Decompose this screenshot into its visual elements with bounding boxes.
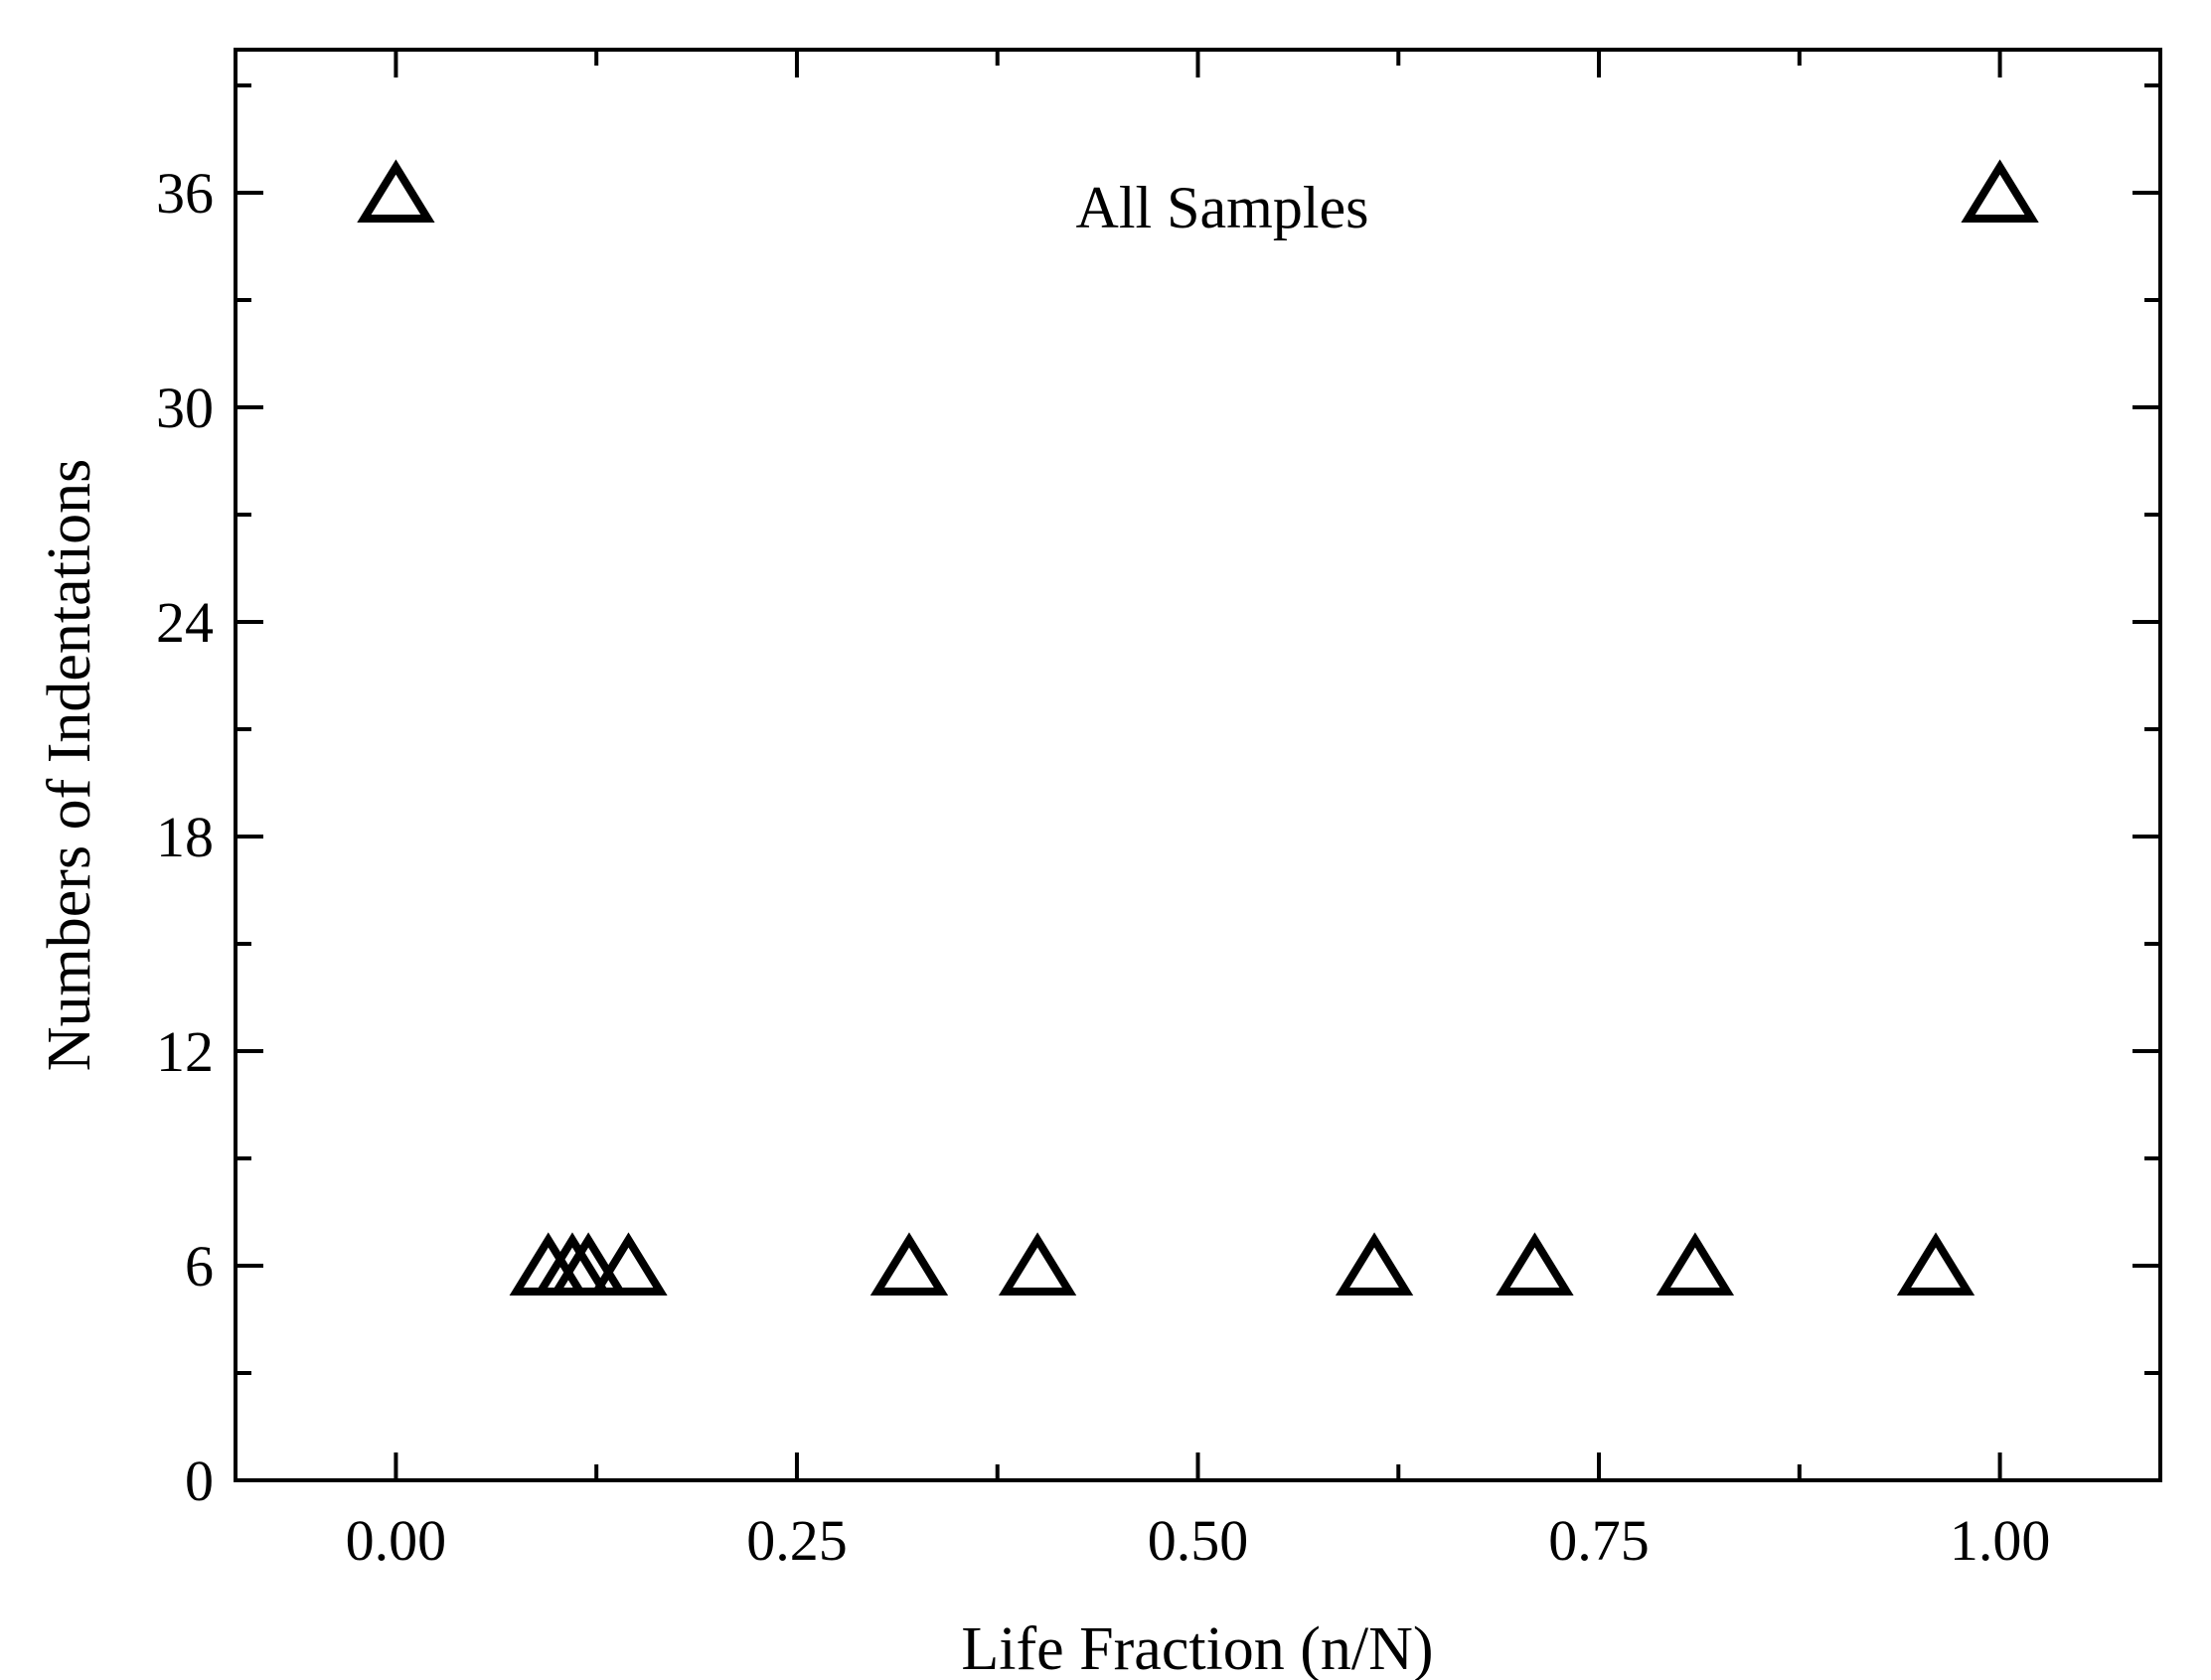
triangle-marker bbox=[549, 1232, 628, 1296]
y-axis-label: Numbers of Indentations bbox=[36, 459, 103, 1071]
triangle-marker bbox=[1656, 1232, 1735, 1296]
y-tick-label: 36 bbox=[156, 161, 214, 226]
triangle-marker bbox=[589, 1232, 668, 1296]
y-tick-label: 12 bbox=[156, 1019, 214, 1084]
y-tick-label: 6 bbox=[185, 1234, 214, 1298]
y-tick-label: 30 bbox=[156, 376, 214, 440]
y-tick-labels: 0 6 12 18 24 30 36 bbox=[156, 161, 214, 1513]
x-tick-label: 0.25 bbox=[746, 1508, 848, 1573]
x-tick-label: 0.00 bbox=[346, 1508, 447, 1573]
data-points bbox=[357, 159, 2039, 1296]
plot-frame bbox=[234, 48, 2162, 1482]
y-tick-label: 18 bbox=[156, 805, 214, 869]
triangle-marker bbox=[869, 1232, 949, 1296]
triangle-marker bbox=[1335, 1232, 1414, 1296]
x-tick-label: 0.50 bbox=[1148, 1508, 1249, 1573]
triangle-marker bbox=[357, 159, 435, 223]
x-tick-labels: 0.00 0.25 0.50 0.75 1.00 bbox=[346, 1508, 2051, 1573]
y-tick-label: 24 bbox=[156, 590, 214, 655]
triangle-marker bbox=[1896, 1232, 1975, 1296]
triangle-marker bbox=[1961, 159, 2039, 223]
triangle-marker bbox=[1496, 1232, 1574, 1296]
x-tick-label: 1.00 bbox=[1950, 1508, 2051, 1573]
x-tick-label: 0.75 bbox=[1548, 1508, 1650, 1573]
triangle-marker bbox=[998, 1232, 1077, 1296]
y-tick-label: 0 bbox=[185, 1449, 214, 1513]
chart-annotation: All Samples bbox=[1076, 175, 1369, 240]
x-axis-label: Life Fraction (n/N) bbox=[961, 1615, 1433, 1680]
ticks-layer bbox=[236, 50, 2160, 1482]
